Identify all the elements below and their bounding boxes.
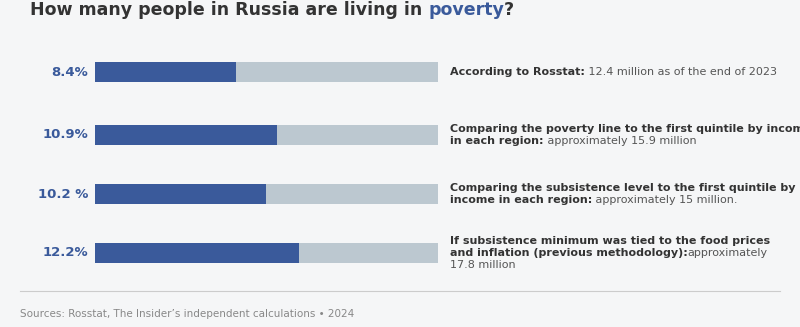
Text: ?: ? [504, 1, 514, 19]
Text: How many people in Russia are living in: How many people in Russia are living in [30, 1, 428, 19]
Text: Comparing the subsistence level to the first quintile by: Comparing the subsistence level to the f… [450, 183, 795, 193]
Bar [95, 243, 438, 263]
Text: According to Rosstat:: According to Rosstat: [450, 67, 585, 77]
Text: approximately: approximately [688, 248, 768, 258]
Bar [95, 184, 266, 204]
Text: approximately 15.9 million: approximately 15.9 million [543, 136, 696, 146]
Text: If subsistence minimum was tied to the food prices: If subsistence minimum was tied to the f… [450, 236, 770, 246]
Bar [95, 62, 235, 82]
Bar [95, 125, 438, 145]
Text: 10.2 %: 10.2 % [38, 187, 88, 200]
Text: Comparing the poverty line to the first quintile by income: Comparing the poverty line to the first … [450, 124, 800, 134]
Text: poverty: poverty [428, 1, 504, 19]
Text: income in each region:: income in each region: [450, 195, 592, 205]
Bar [95, 62, 438, 82]
Text: and inflation (previous methodology):: and inflation (previous methodology): [450, 248, 688, 258]
Text: Sources: Rosstat, The Insider’s independent calculations • 2024: Sources: Rosstat, The Insider’s independ… [20, 309, 354, 319]
Bar [95, 243, 299, 263]
Text: 8.4%: 8.4% [51, 65, 88, 78]
Text: 17.8 million: 17.8 million [450, 260, 516, 270]
Bar [95, 125, 278, 145]
Text: 12.4 million as of the end of 2023: 12.4 million as of the end of 2023 [585, 67, 777, 77]
Text: 10.9%: 10.9% [42, 129, 88, 142]
Text: approximately 15 million.: approximately 15 million. [592, 195, 738, 205]
Text: 12.2%: 12.2% [42, 247, 88, 260]
Text: in each region:: in each region: [450, 136, 543, 146]
Bar [95, 184, 438, 204]
